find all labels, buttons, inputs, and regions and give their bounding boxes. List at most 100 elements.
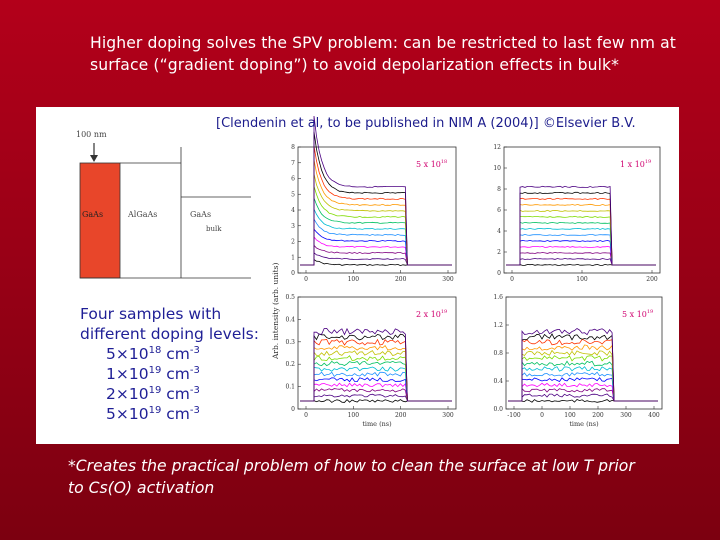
x-tick-label: 0: [304, 276, 308, 283]
y-tick-label: 6: [497, 207, 501, 214]
x-tick-label: 100: [348, 276, 360, 283]
title-line-2: surface (“gradient doping”) to avoid dep…: [90, 56, 620, 74]
y-tick-label: 0.4: [493, 378, 503, 385]
trace-series: [300, 350, 452, 402]
y-tick-label: 2: [497, 249, 501, 256]
trace-series: [300, 327, 452, 402]
trace-series: [300, 371, 452, 402]
active-layer: [79, 162, 121, 279]
plot-frame: [297, 146, 457, 274]
arrow-head-icon: [90, 155, 98, 162]
plot-panel-tl: 0 1 2 3 4 5 6 7 8 0 100 200 300 5 x 1018: [291, 115, 457, 283]
y-tick-label: 1.6: [493, 294, 503, 301]
y-tick-label: 1: [291, 254, 295, 261]
plot-panel-br: 0.0 0.4 0.8 1.2 1.6 -100 0 100 200 300 400 5 x 1019…: [493, 294, 663, 428]
trace-series: [506, 251, 656, 266]
x-tick-label: 200: [592, 412, 604, 419]
y-tick-label: 10: [493, 165, 501, 172]
trace-series: [300, 388, 452, 402]
trace-series: [300, 382, 452, 402]
trace-series: [508, 371, 658, 402]
y-tick-label: 8: [291, 144, 295, 151]
trace-series: [300, 197, 452, 266]
layer-structure-diagram: 100 nm GaAs AlGaAs GaAs bulk: [76, 130, 251, 279]
x-tick-label: -100: [507, 412, 521, 419]
trace-series: [508, 382, 658, 402]
doping-level: 1×1019 cm-3: [106, 365, 200, 383]
trace-series: [300, 258, 452, 267]
trace-series: [506, 245, 656, 266]
trace-series: [300, 244, 452, 266]
y-tick-label: 8: [497, 186, 501, 193]
y-tick-label: 0.2: [285, 361, 295, 368]
trace-series: [300, 208, 452, 266]
footnote: *Creates the practical problem of how to…: [68, 455, 708, 499]
footnote-line-1: *Creates the practical problem of how to…: [68, 457, 635, 475]
doping-label: 5 x 1019: [622, 309, 653, 319]
plot-panel-tr: 0 2 4 6 8 10 12 0 100 200 1 x 1019: [493, 144, 661, 283]
trace-series: [506, 209, 656, 266]
trace-series: [300, 159, 452, 266]
y-tick-label: 0: [291, 406, 295, 413]
y-tick-label: 0.4: [285, 316, 295, 323]
trace-series: [300, 377, 452, 402]
trace-series: [506, 191, 656, 266]
trace-series: [508, 360, 658, 402]
trace-series: [300, 399, 452, 403]
trace-series: [506, 233, 656, 266]
x-tick-label: 400: [648, 412, 660, 419]
trace-series: [300, 366, 452, 402]
trace-series: [300, 344, 452, 402]
samples-heading-1: Four samples with: [80, 305, 222, 323]
title-line-1: Higher doping solves the SPV problem: ca…: [90, 34, 677, 52]
samples-heading-2: different doping levels:: [80, 325, 259, 343]
samples-list: Four samples with different doping level…: [80, 304, 259, 424]
y-tick-label: 12: [493, 144, 501, 151]
x-tick-label: 300: [442, 412, 454, 419]
trace-series: [300, 131, 452, 266]
x-tick-label: 300: [442, 276, 454, 283]
trace-series: [508, 338, 658, 402]
x-tick-label: 200: [646, 276, 658, 283]
trace-series: [508, 399, 658, 403]
x-axis-label: time (ns): [569, 420, 599, 428]
footnote-line-2: to Cs(O) activation: [68, 479, 215, 497]
doping-level: 2×1019 cm-3: [106, 385, 200, 403]
layer-label-2: AlGaAs: [127, 210, 157, 219]
citation: [Clendenin et al, to be published in NIM…: [216, 116, 636, 131]
trace-series: [508, 393, 658, 402]
trace-series: [506, 257, 656, 266]
y-tick-label: 0: [291, 270, 295, 277]
trace-series: [508, 328, 658, 402]
y-tick-label: 4: [497, 228, 501, 235]
layer-label-1: GaAs: [82, 210, 103, 219]
y-tick-label: 5: [291, 191, 295, 198]
trace-series: [508, 333, 658, 402]
y-tick-label: 1.2: [493, 322, 503, 329]
x-tick-label: 100: [564, 412, 576, 419]
trace-series: [300, 145, 452, 266]
trace-series: [506, 197, 656, 266]
y-tick-label: 6: [291, 176, 295, 183]
y-tick-label: 0.8: [493, 350, 503, 357]
doping-level: 5×1018 cm-3: [106, 345, 200, 363]
y-axis-label: Arb. intensity (arb. units): [271, 263, 280, 360]
trace-series: [300, 228, 452, 266]
trace-series: [508, 366, 658, 402]
figure-svg: 100 nm GaAs AlGaAs GaAs bulk Arb. intens…: [76, 115, 663, 428]
trace-series: [506, 263, 656, 267]
y-tick-label: 0.3: [285, 339, 295, 346]
trace-series: [300, 235, 452, 266]
slide-title: Higher doping solves the SPV problem: ca…: [90, 32, 715, 76]
trace-series: [300, 338, 452, 402]
trace-series: [506, 185, 656, 266]
x-tick-label: 300: [620, 412, 632, 419]
doping-level: 5×1019 cm-3: [106, 405, 200, 423]
bulk-label: bulk: [206, 225, 222, 233]
y-tick-label: 7: [291, 160, 295, 167]
x-tick-label: 0: [540, 412, 544, 419]
trace-series: [508, 377, 658, 402]
x-tick-label: 0: [510, 276, 514, 283]
trace-series: [300, 217, 452, 266]
